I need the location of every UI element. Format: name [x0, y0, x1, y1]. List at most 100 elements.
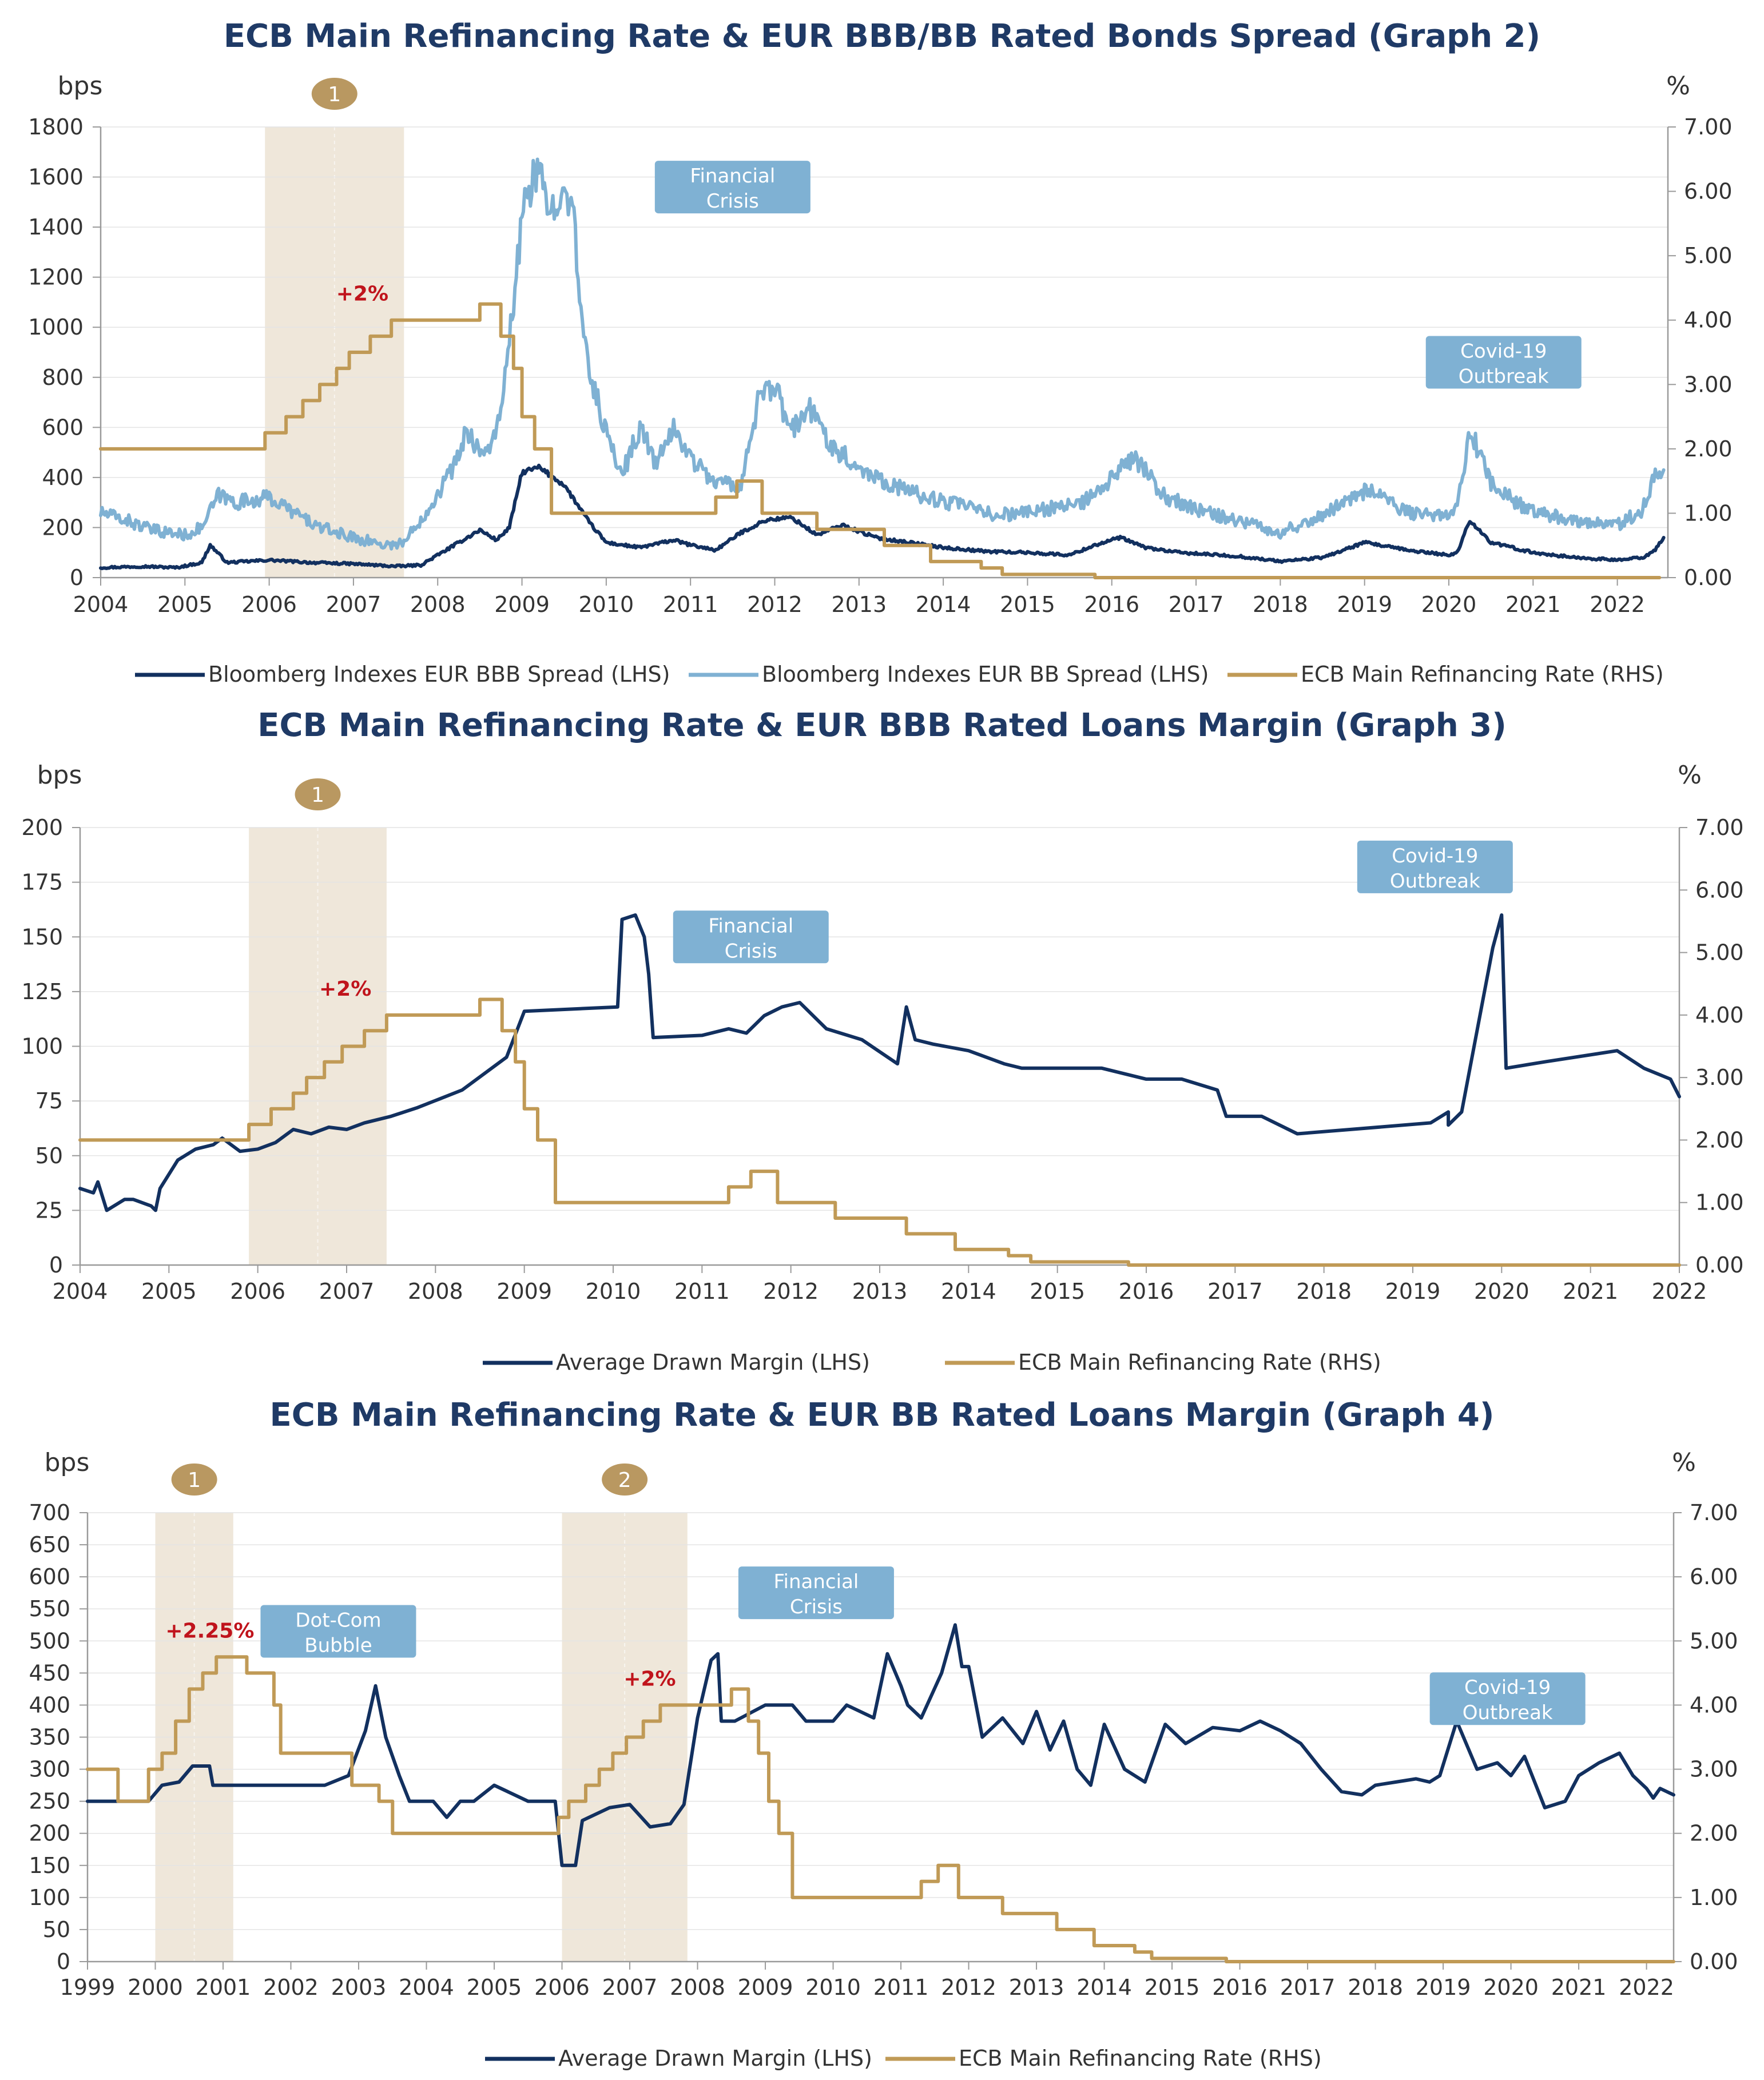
left-tick-label: 1600	[28, 165, 84, 190]
right-tick-label: 0.00	[1695, 1252, 1744, 1278]
right-axis-unit: %	[1678, 761, 1702, 790]
period-badge-label: 1	[311, 784, 324, 807]
x-tick-label: 2012	[941, 1975, 996, 2000]
annotation-box-covid-19	[1429, 1672, 1586, 1725]
x-tick-label: 2018	[1296, 1279, 1352, 1304]
left-tick-label: 0	[70, 565, 84, 590]
left-tick-label: 800	[42, 365, 84, 390]
left-tick-label: 350	[29, 1725, 70, 1750]
rate-change-label: +2.25%	[165, 1619, 254, 1642]
chart-title: ECB Main Refinancing Rate & EUR BBB/BB R…	[224, 18, 1540, 55]
annotation-box-covid-19	[1357, 840, 1513, 893]
x-tick-label: 2013	[852, 1279, 908, 1304]
right-tick-label: 4.00	[1690, 1692, 1738, 1717]
period-badge-1	[311, 78, 357, 110]
series-line-average-drawn-margin-lhs	[86, 1623, 1675, 1867]
x-tick-label: 2018	[1348, 1975, 1403, 2000]
legend-entry-ecb-main-refinancing-rate-rhs: ECB Main Refinancing Rate (RHS)	[1018, 1350, 1381, 1375]
x-tick-label: 2004	[73, 592, 129, 617]
x-tick-label: 2004	[53, 1279, 108, 1304]
x-tick-label: 2017	[1207, 1279, 1263, 1304]
x-tick-label: 2005	[157, 592, 213, 617]
series-line-ecb-main-refinancing-rate-rhs	[86, 1655, 1675, 1963]
graph-4-chart: ECB Main Refinancing Rate & EUR BB Rated…	[29, 1397, 1738, 2071]
left-axis-unit: bps	[58, 71, 103, 101]
x-tick-label: 2017	[1169, 592, 1224, 617]
annotation-text: Financial	[690, 165, 775, 188]
x-tick-label: 2019	[1337, 592, 1392, 617]
right-tick-label: 5.00	[1690, 1628, 1738, 1653]
legend-entry-bloomberg-indexes-eur-bbb-spread-lhs: Bloomberg Indexes EUR BBB Spread (LHS)	[208, 662, 670, 687]
x-tick-label: 2016	[1212, 1975, 1268, 2000]
right-tick-label: 5.00	[1684, 243, 1733, 268]
right-tick-label: 1.00	[1695, 1190, 1744, 1215]
right-tick-label: 5.00	[1695, 940, 1744, 965]
left-tick-label: 200	[29, 1821, 70, 1846]
left-axis-unit: bps	[45, 1448, 90, 1477]
x-tick-label: 2006	[230, 1279, 285, 1304]
x-tick-label: 2007	[319, 1279, 375, 1304]
left-axis-unit: bps	[37, 761, 82, 790]
x-tick-label: 2019	[1416, 1975, 1471, 2000]
annotation-text: Dot-Com	[295, 1609, 381, 1632]
x-tick-label: 2007	[326, 592, 382, 617]
x-tick-label: 2019	[1385, 1279, 1441, 1304]
right-tick-label: 7.00	[1690, 1500, 1738, 1525]
left-tick-label: 400	[42, 465, 84, 490]
series-line-ecb-main-refinancing-rate-rhs	[99, 302, 1662, 579]
x-tick-label: 2003	[331, 1975, 387, 2000]
left-tick-label: 1200	[28, 265, 84, 290]
right-axis-unit: %	[1666, 71, 1690, 101]
annotation-text: Covid-19	[1392, 845, 1478, 868]
left-tick-label: 600	[42, 415, 84, 440]
x-tick-label: 2010	[805, 1975, 861, 2000]
series-line-average-drawn-margin-lhs	[78, 913, 1681, 1212]
legend-entry-bloomberg-indexes-eur-bb-spread-lhs: Bloomberg Indexes EUR BB Spread (LHS)	[762, 662, 1209, 687]
legend-entry-ecb-main-refinancing-rate-rhs: ECB Main Refinancing Rate (RHS)	[959, 2046, 1322, 2071]
legend-entry-average-drawn-margin-lhs: Average Drawn Margin (LHS)	[558, 2046, 872, 2071]
x-tick-label: 2005	[141, 1279, 197, 1304]
x-tick-label: 2001	[196, 1975, 251, 2000]
left-tick-label: 0	[57, 1949, 70, 1974]
right-tick-label: 7.00	[1684, 114, 1733, 140]
x-tick-label: 2008	[670, 1975, 725, 2000]
left-tick-label: 550	[29, 1596, 70, 1621]
x-tick-label: 2012	[747, 592, 802, 617]
left-tick-label: 0	[49, 1252, 63, 1278]
x-tick-label: 2018	[1253, 592, 1308, 617]
right-tick-label: 2.00	[1684, 436, 1733, 462]
left-tick-label: 400	[29, 1692, 70, 1717]
right-tick-label: 6.00	[1690, 1564, 1738, 1589]
annotation-text: Financial	[773, 1570, 859, 1593]
left-tick-label: 300	[29, 1757, 70, 1782]
annotation-text: Bubble	[304, 1634, 372, 1657]
x-tick-label: 2006	[241, 592, 297, 617]
x-tick-label: 2011	[663, 592, 718, 617]
annotation-text: Outbreak	[1463, 1701, 1553, 1724]
right-tick-label: 0.00	[1690, 1949, 1738, 1974]
left-tick-label: 50	[43, 1917, 70, 1942]
left-tick-label: 175	[21, 870, 63, 895]
annotation-box-financial	[673, 910, 829, 964]
shaded-period-1	[265, 127, 404, 578]
left-tick-label: 650	[29, 1532, 70, 1557]
x-tick-label: 2021	[1505, 592, 1561, 617]
period-badge-label: 2	[618, 1469, 631, 1492]
x-tick-label: 2022	[1590, 592, 1645, 617]
x-tick-label: 2014	[1076, 1975, 1132, 2000]
left-tick-label: 1400	[28, 214, 84, 240]
x-tick-label: 1999	[60, 1975, 116, 2000]
x-tick-label: 2010	[586, 1279, 641, 1304]
annotation-text: Outbreak	[1390, 870, 1480, 893]
x-tick-label: 2010	[579, 592, 634, 617]
x-tick-label: 2013	[831, 592, 887, 617]
rate-change-label: +2%	[623, 1667, 676, 1691]
left-tick-label: 25	[35, 1198, 63, 1223]
annotation-text: Crisis	[790, 1596, 843, 1618]
x-tick-label: 2015	[1145, 1975, 1200, 2000]
left-tick-label: 450	[29, 1660, 70, 1685]
period-badge-1	[295, 778, 341, 810]
chart-title: ECB Main Refinancing Rate & EUR BBB Rate…	[257, 707, 1507, 744]
legend-entry-average-drawn-margin-lhs: Average Drawn Margin (LHS)	[556, 1350, 870, 1375]
